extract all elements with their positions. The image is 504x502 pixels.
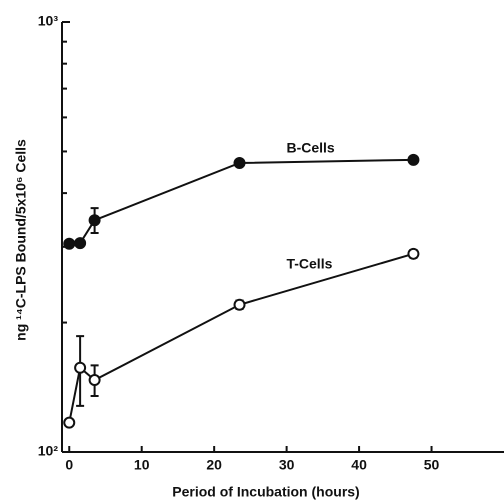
data-point (63, 416, 76, 429)
data-point (74, 237, 87, 250)
data-point (88, 374, 101, 387)
data-point (407, 153, 420, 166)
series-line (69, 158, 414, 245)
y-tick-label: 10³ (38, 13, 59, 29)
x-tick-label: 20 (206, 457, 222, 473)
x-tick-label: 30 (279, 457, 295, 473)
data-point (407, 247, 420, 260)
data-point (88, 214, 101, 227)
x-tick-label: 40 (351, 457, 367, 473)
x-axis-label: Period of Incubation (hours) (172, 484, 359, 500)
y-tick-label: 10² (38, 443, 59, 459)
series-label: T-Cells (286, 255, 332, 271)
data-point (233, 298, 246, 311)
series-label: B-Cells (286, 140, 334, 156)
data-point (233, 156, 246, 169)
x-tick-label: 50 (424, 457, 440, 473)
data-point (63, 237, 76, 250)
data-point (74, 361, 87, 374)
series-line (68, 252, 414, 423)
x-tick-label: 10 (134, 457, 150, 473)
y-axis-label: ng ¹⁴C-LPS Bound/5x10⁶ Cells (13, 139, 29, 341)
x-tick-label: 0 (65, 457, 73, 473)
